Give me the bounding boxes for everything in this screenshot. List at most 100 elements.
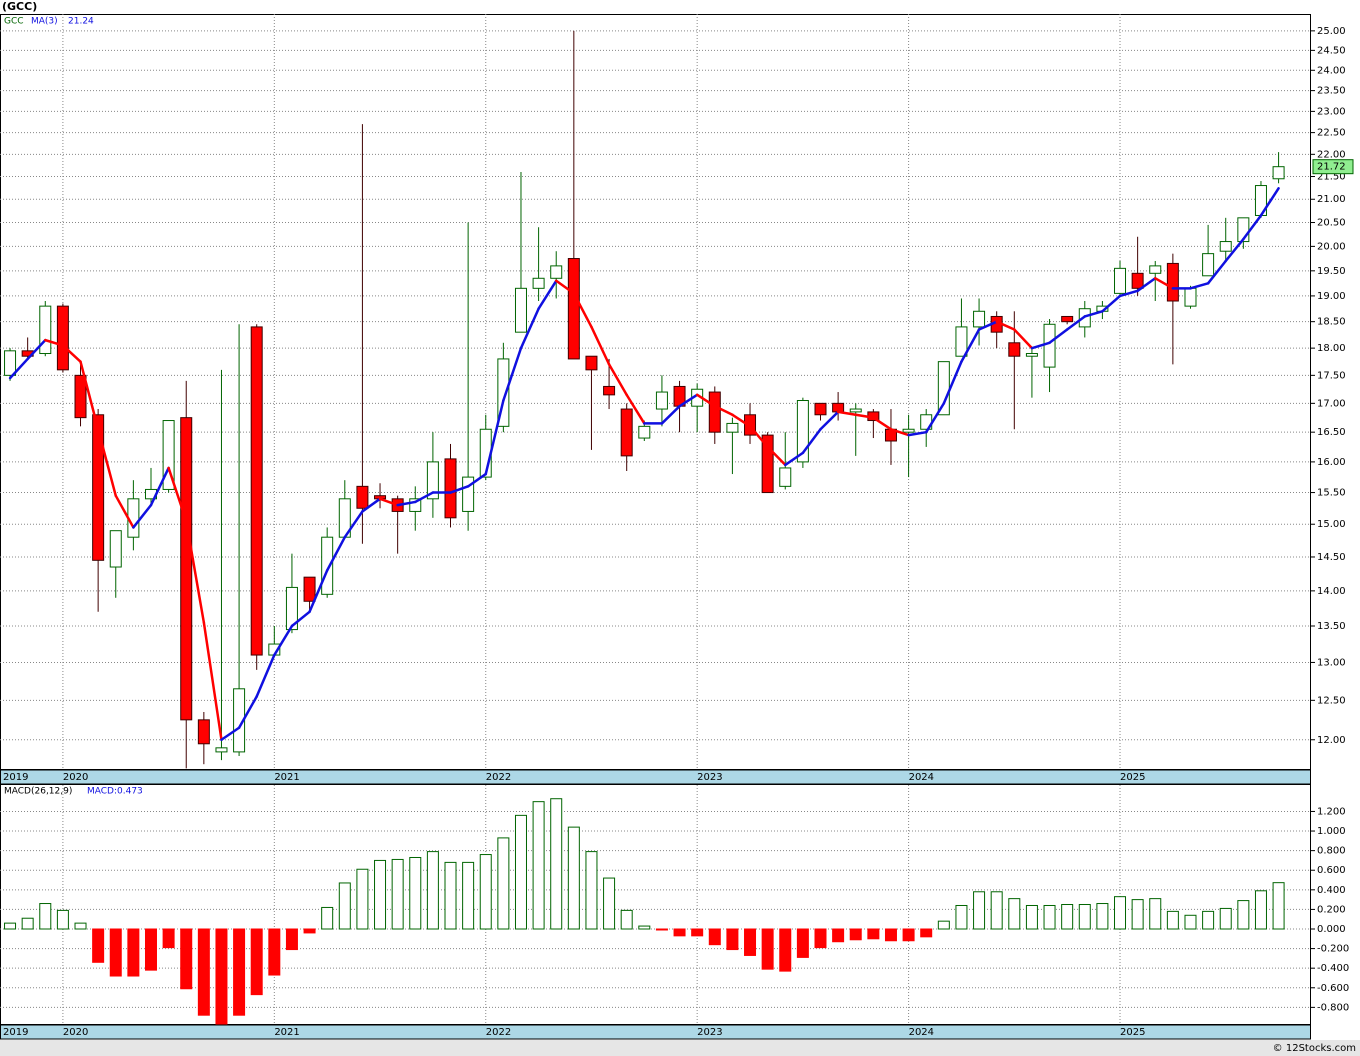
macd-bar xyxy=(250,928,263,996)
x-tick-label: 2025 xyxy=(1120,772,1145,783)
x-tick-label: 2025 xyxy=(1120,1027,1145,1038)
y-tick-label: 15.50 xyxy=(1317,488,1346,499)
legend-entry: MACD(26,12,9) xyxy=(4,787,72,797)
x-tick-label: 2022 xyxy=(486,772,511,783)
ma-segment xyxy=(784,451,805,467)
macd-bar xyxy=(638,925,651,930)
candle-body xyxy=(761,434,774,494)
y-tick-label: 0.000 xyxy=(1317,924,1346,935)
macd-bar xyxy=(74,922,87,930)
candle-body xyxy=(708,391,721,433)
macd-bar xyxy=(990,891,1003,930)
y-tick-label: -0.800 xyxy=(1317,1002,1349,1013)
ma-segment xyxy=(1083,310,1104,318)
macd-bar xyxy=(426,851,439,930)
macd-bar xyxy=(1149,898,1162,930)
macd-bar xyxy=(1272,882,1285,930)
candle-body xyxy=(1202,253,1215,277)
macd-bar xyxy=(1219,907,1232,930)
macd-bar xyxy=(39,903,52,930)
y-tick-label: 16.00 xyxy=(1317,457,1346,468)
macd-bar xyxy=(514,814,527,930)
candle-body xyxy=(444,458,457,519)
ma-segment xyxy=(96,428,118,497)
candle-body xyxy=(832,402,845,413)
candle-body xyxy=(356,485,369,509)
ma-segment xyxy=(255,653,276,698)
macd-bar xyxy=(1114,896,1127,930)
ma-segment xyxy=(819,410,840,431)
y-tick-label: 0.200 xyxy=(1317,904,1346,915)
y-tick-label: -0.600 xyxy=(1317,983,1349,994)
x-tick-label: 2019 xyxy=(3,772,28,783)
candle-body xyxy=(937,361,950,416)
y-tick-label: 17.50 xyxy=(1317,370,1346,381)
y-tick-label: 14.50 xyxy=(1317,552,1346,563)
macd-bar xyxy=(1043,904,1056,930)
y-tick-label: 23.50 xyxy=(1317,86,1346,97)
ma-segment xyxy=(167,466,188,523)
ma-segment xyxy=(1189,282,1210,290)
ma-segment xyxy=(220,726,241,742)
ma-segment xyxy=(554,279,576,295)
y-tick-label: 13.00 xyxy=(1317,657,1346,668)
ma-segment xyxy=(1065,315,1087,331)
macd-bar xyxy=(814,928,827,949)
ma-segment xyxy=(960,328,981,363)
candle-body xyxy=(849,408,862,413)
macd-bar xyxy=(532,801,545,930)
ma-segment xyxy=(202,621,223,742)
ma-segment xyxy=(836,410,857,417)
ma-segment xyxy=(977,320,998,331)
macd-bar xyxy=(832,928,845,943)
macd-bar xyxy=(1078,904,1091,930)
macd-bar xyxy=(1008,898,1021,930)
candle-body xyxy=(1219,241,1232,252)
y-tick-label: -0.200 xyxy=(1317,944,1349,955)
macd-bar xyxy=(620,909,633,930)
macd-bar xyxy=(955,904,968,930)
legend-value: MACD:0.473 xyxy=(87,787,143,797)
candle-body xyxy=(39,305,52,355)
macd-bar xyxy=(215,928,228,1025)
candle-body xyxy=(497,358,510,427)
macd-bar xyxy=(603,877,616,930)
candle-body xyxy=(585,355,598,371)
candle-body xyxy=(814,402,827,416)
macd-bar xyxy=(796,928,809,958)
macd-bar xyxy=(233,928,246,1016)
macd-bar xyxy=(462,861,475,930)
ma-segment xyxy=(44,338,65,347)
y-tick-label: 17.00 xyxy=(1317,398,1346,409)
macd-bar xyxy=(973,891,986,930)
ma-segment xyxy=(942,360,963,405)
ma-segment xyxy=(995,320,1016,331)
y-tick-label: 0.600 xyxy=(1317,865,1346,876)
candle-body xyxy=(74,374,87,419)
footer-text: © 12Stocks.com xyxy=(1273,1043,1356,1054)
macd-bar xyxy=(4,922,17,930)
ma-segment xyxy=(572,292,593,329)
macd-bar xyxy=(303,928,316,934)
legend-entry: GCC xyxy=(4,17,24,27)
candle-body xyxy=(92,414,105,561)
ma-segment xyxy=(79,360,100,431)
candle-body xyxy=(638,425,651,439)
ma-segment xyxy=(290,610,311,628)
ma-segment xyxy=(1259,187,1280,217)
ma-segment xyxy=(466,472,487,488)
y-tick-label: 21.50 xyxy=(1317,172,1346,183)
ma-segment xyxy=(1206,259,1227,285)
macd-bar xyxy=(655,928,668,931)
ma-segment xyxy=(378,497,399,507)
last-price-box xyxy=(1312,159,1354,175)
ma-segment xyxy=(731,413,752,428)
ma-segment xyxy=(325,535,347,572)
x-tick-label: 2020 xyxy=(63,772,88,783)
candle-body xyxy=(215,747,228,753)
candle-body xyxy=(1166,262,1179,302)
ma-segment xyxy=(361,497,382,513)
ma-segment xyxy=(114,494,135,529)
ma-segment xyxy=(924,402,946,434)
ma-segment xyxy=(308,569,329,614)
